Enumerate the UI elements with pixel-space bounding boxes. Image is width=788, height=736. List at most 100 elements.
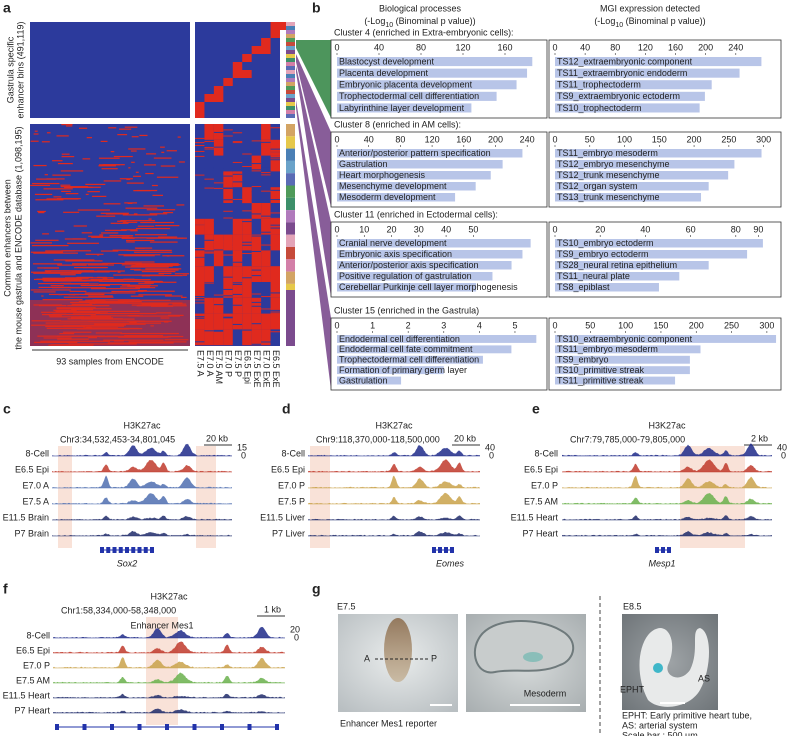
heatmap-cell	[232, 132, 243, 134]
cluster-strip	[286, 22, 295, 26]
heatmap-cell	[232, 266, 243, 282]
x-tick-label: 250	[721, 134, 736, 144]
column-header-unit: (-Log10 (Binominal p value))	[594, 16, 705, 28]
heatmap-cell	[60, 274, 76, 276]
heatmap-cell	[84, 292, 117, 294]
heatmap-cell	[204, 178, 214, 180]
bar-label: TS12_trunk mesenchyme	[557, 170, 660, 180]
heatmap-cell	[223, 280, 233, 282]
heatmap-cell	[213, 234, 224, 251]
exon	[661, 547, 665, 553]
heatmap-cell	[68, 294, 76, 296]
x-tick-label: 200	[689, 320, 704, 330]
bar-label: TS8_epiblast	[557, 282, 610, 292]
x-tick-label: 200	[698, 42, 713, 52]
heatmap-cell	[129, 290, 175, 292]
heatmap-cell	[242, 54, 252, 62]
heatmap-cell	[70, 280, 124, 282]
heatmap-cell	[232, 126, 243, 128]
track-name: 8-Cell	[25, 448, 49, 458]
heatmap-cell	[213, 297, 224, 314]
heatmap-cell	[181, 296, 187, 299]
heatmap-cell	[195, 224, 205, 226]
heatmap-cell	[251, 250, 262, 267]
heatmap-cell	[232, 256, 243, 258]
scale-bar-label: 1 kb	[264, 604, 281, 614]
cluster-strip	[286, 271, 295, 284]
column-label: E6.5 Epi	[243, 350, 253, 384]
bar	[555, 193, 702, 202]
heatmap-cell	[195, 311, 205, 313]
y-max: 20	[290, 624, 300, 634]
heatmap-cell	[261, 166, 271, 168]
heatmap-cell	[261, 313, 271, 330]
bar-label: Blastocyst development	[339, 56, 435, 66]
stage-label: E8.5	[623, 601, 642, 611]
axis-label: P	[431, 653, 437, 663]
heatmap-cell	[69, 290, 87, 292]
heatmap-cell	[204, 297, 214, 314]
bar	[337, 335, 537, 343]
cluster-strip	[286, 26, 295, 30]
heatmap-cell	[261, 296, 271, 298]
heatmap-cell	[270, 234, 280, 251]
heatmap-cell	[232, 283, 243, 285]
heatmap-cell	[195, 145, 205, 147]
x-tick-label: 20	[595, 224, 605, 234]
column-label: E7.5 A	[195, 350, 205, 377]
heatmap-cell	[261, 139, 271, 156]
heatmap-cell	[261, 231, 271, 233]
heatmap-cell	[261, 38, 271, 46]
heatmap-cell	[61, 190, 71, 193]
heatmap-cell	[213, 182, 224, 184]
heatmap-cell	[118, 254, 161, 256]
chart-box	[330, 131, 548, 208]
heatmap-cell	[270, 159, 280, 161]
heatmap-cell	[204, 167, 214, 169]
exon	[450, 547, 454, 553]
heatmap-cell	[195, 195, 205, 197]
bar	[337, 355, 483, 364]
chart-box	[548, 131, 782, 208]
bar-label: Labyrinthine layer development	[339, 103, 465, 113]
bar-label: Heart morphogenesis	[339, 170, 426, 180]
heatmap-cell	[232, 234, 243, 251]
heatmap-cell	[261, 329, 271, 346]
heatmap-cell	[223, 303, 233, 305]
bar	[337, 366, 444, 375]
heatmap-cell	[63, 296, 114, 298]
heatmap-cell	[213, 330, 224, 332]
heatmap-cell	[195, 255, 205, 257]
heatmap-cell	[251, 211, 262, 213]
track-title: H3K27ac	[123, 420, 161, 430]
bar-label: TS12_embryo mesenchyme	[557, 159, 670, 169]
heatmap-cell	[38, 211, 45, 214]
heatmap-cell	[251, 333, 262, 335]
heatmap-cell	[118, 128, 132, 130]
cluster-strip	[286, 78, 295, 82]
x-tick-label: 240	[520, 134, 535, 144]
heatmap-cell	[32, 263, 63, 265]
exon	[444, 547, 448, 553]
cluster-strip	[286, 102, 295, 106]
heatmap-cell	[223, 173, 233, 175]
heatmap-cell	[223, 329, 233, 346]
heatmap-cell	[55, 230, 65, 232]
heatmap-cell	[195, 302, 205, 304]
heatmap-cell	[251, 235, 262, 237]
bar-label: TS9_extraembryonic ectoderm	[557, 91, 680, 101]
heatmap-cell	[64, 277, 114, 279]
track-name: E7.0 P	[278, 480, 305, 490]
x-tick-label: 40	[580, 42, 590, 52]
heatmap-cell	[96, 215, 116, 217]
heatmap-cell	[261, 174, 271, 176]
heatmap-cell	[87, 191, 100, 193]
signal-track	[308, 475, 480, 488]
cluster-strip	[286, 58, 295, 62]
signal-track	[53, 657, 285, 668]
heatmap-cell	[204, 234, 214, 251]
heatmap-cell	[270, 155, 280, 172]
axis-label: A	[364, 653, 370, 663]
heatmap-cell	[195, 202, 205, 204]
heatmap-cell	[195, 256, 205, 258]
